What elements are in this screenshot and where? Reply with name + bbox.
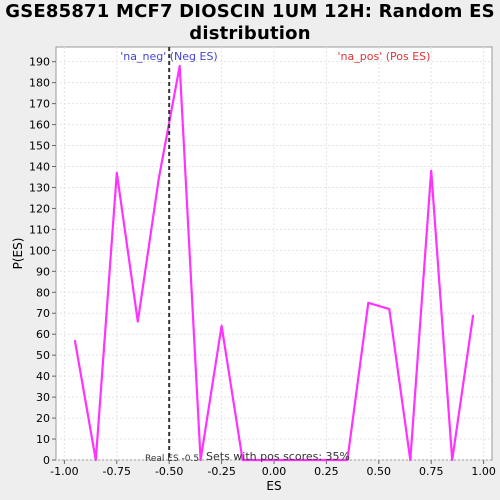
real-es-label: Real ES -0.5 (145, 454, 199, 464)
data-point (409, 459, 412, 461)
chart-title: GSE85871 MCF7 DIOSCIN 1UM 12H: Random ES… (0, 1, 500, 45)
x-axis-ticks: -1.00 -0.75 -0.50 -0.25 0.00 0.25 0.50 0.75 1.00 (50, 460, 496, 478)
series-group (73, 64, 475, 462)
data-point (367, 301, 370, 304)
data-point (472, 314, 474, 317)
x-tick-label: 0.50 (367, 465, 392, 478)
data-point (388, 308, 391, 310)
data-point (74, 339, 76, 342)
data-point (451, 459, 453, 461)
y-tick-label: 80 (36, 286, 50, 299)
x-axis-label: ES (266, 479, 281, 493)
chart-title-line2: distribution (189, 23, 311, 44)
y-tick-label: 110 (29, 223, 50, 236)
x-tick-label: -0.75 (103, 465, 131, 478)
y-tick-label: 50 (36, 349, 50, 362)
y-tick-label: 160 (29, 119, 50, 132)
data-point (430, 169, 433, 172)
data-point (136, 320, 139, 323)
y-tick-label: 70 (36, 307, 50, 320)
y-tick-label: 190 (29, 56, 50, 69)
y-axis-label: P(ES) (11, 238, 25, 270)
y-tick-label: 120 (29, 202, 50, 215)
x-tick-label: 1.00 (471, 465, 496, 478)
pos-es-label: 'na_pos' (Pos ES) (338, 50, 431, 63)
x-tick-label: -1.00 (50, 465, 78, 478)
data-point (95, 459, 97, 461)
data-point (115, 171, 118, 174)
y-tick-label: 0 (43, 454, 50, 467)
y-tick-label: 40 (36, 370, 50, 383)
data-point (241, 459, 244, 461)
y-tick-label: 20 (36, 412, 50, 425)
y-tick-label: 60 (36, 328, 50, 341)
data-point (157, 178, 160, 180)
y-tick-label: 140 (29, 160, 50, 173)
x-tick-label: -0.25 (207, 465, 235, 478)
y-tick-label: 130 (29, 181, 50, 194)
y-tick-label: 30 (36, 391, 50, 404)
y-tick-label: 180 (29, 77, 50, 90)
x-tick-label: 0.75 (419, 465, 444, 478)
x-tick-label: -0.50 (155, 465, 183, 478)
y-tick-label: 170 (29, 98, 50, 111)
chart-title-line1: GSE85871 MCF7 DIOSCIN 1UM 12H: Random ES (5, 1, 495, 22)
data-point (199, 459, 202, 461)
pos-scores-label: Sets with pos scores: 35% (206, 450, 350, 463)
x-tick-label: 0.25 (314, 465, 339, 478)
neg-es-label: 'na_neg' (Neg ES) (120, 50, 217, 63)
data-point (220, 325, 223, 327)
y-axis-ticks: 0 10 20 30 40 50 60 70 80 90 100 110 120 130 140 150 160… (29, 56, 56, 467)
y-tick-label: 90 (36, 265, 50, 278)
y-tick-label: 100 (29, 244, 50, 257)
data-point (178, 65, 181, 67)
x-tick-label: 0.00 (262, 465, 287, 478)
data-point (283, 459, 286, 461)
data-point (304, 459, 307, 461)
y-tick-label: 150 (29, 140, 50, 153)
data-point (346, 459, 349, 461)
data-point (325, 459, 328, 461)
y-tick-label: 10 (36, 433, 50, 446)
series-line (73, 64, 475, 462)
data-point (262, 459, 265, 461)
